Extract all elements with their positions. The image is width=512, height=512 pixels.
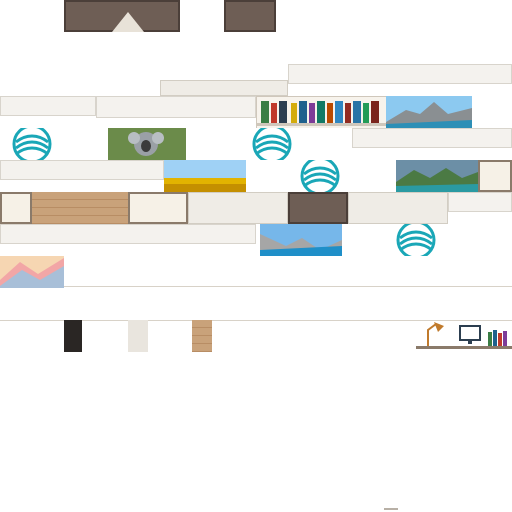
books-icon: [488, 330, 507, 346]
sunflower-field-photo[interactable]: [164, 160, 246, 192]
small-underline-marker: [384, 508, 398, 510]
panel-header-left: [0, 96, 96, 116]
titlebar-strip-a: [288, 64, 512, 84]
rocky-lake-photo[interactable]: [396, 160, 478, 192]
swirl-logo-icon: [12, 124, 52, 164]
door-graphic-mid: [288, 192, 348, 224]
separator-line-1: [64, 286, 512, 287]
panel-header-left-2: [0, 160, 164, 180]
swirl-logo-icon: [300, 156, 340, 196]
frame-left: [0, 192, 32, 224]
wood-tab: [192, 320, 212, 352]
bookshelf-row: [256, 96, 387, 129]
desk-lamp-icon: [427, 322, 444, 346]
wood-panel: [32, 192, 128, 224]
mountain-lake-photo[interactable]: [386, 96, 472, 128]
panel-header-center: [188, 192, 288, 224]
panel-header-right: [352, 128, 512, 148]
dark-tab: [64, 320, 82, 352]
door-graphic-right: [224, 0, 276, 32]
desk-illustration: [416, 320, 512, 352]
swirl-logo-tile-4: [342, 220, 492, 260]
swirl-logo-tile-1: [0, 124, 108, 164]
bookshelf-icon: [257, 97, 387, 129]
panel-header-center-2: [348, 192, 448, 224]
door-chevron: [112, 12, 144, 32]
swirl-logo-icon: [396, 220, 436, 260]
coastal-cliffs-photo[interactable]: [260, 224, 342, 256]
panel-header-mid: [96, 96, 256, 118]
panel-header-right-2: [448, 192, 512, 212]
muted-tab: [128, 320, 148, 352]
koala-photo[interactable]: [108, 128, 186, 160]
pastel-abstract-photo[interactable]: [0, 256, 64, 288]
monitor-icon: [459, 325, 481, 344]
swirl-logo-tile-3: [246, 156, 396, 196]
panel-header-left-3: [0, 224, 256, 244]
frame-mid: [128, 192, 188, 224]
titlebar-strip-b: [160, 80, 288, 96]
swirl-logo-tile-2: [246, 124, 352, 164]
separator-line-2: [0, 320, 512, 321]
small-frame-right: [478, 160, 512, 192]
swirl-logo-icon: [252, 124, 292, 164]
